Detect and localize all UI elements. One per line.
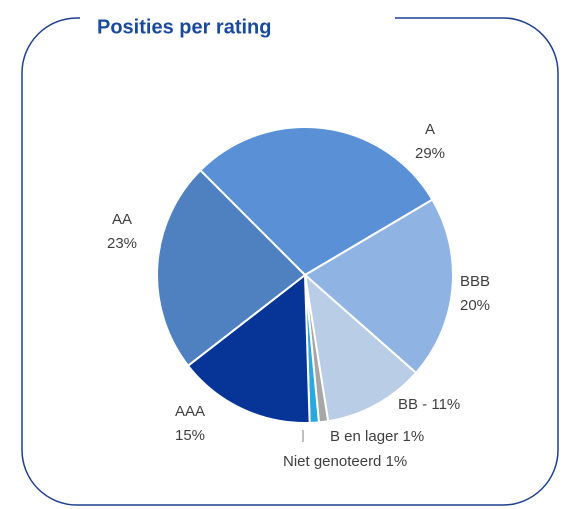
pie-slice xyxy=(303,198,454,375)
chart-title: Posities per rating xyxy=(97,16,272,38)
data-label: A xyxy=(425,121,435,138)
frame xyxy=(21,17,559,506)
pie-slice xyxy=(186,273,311,424)
pie-slice xyxy=(303,272,418,423)
data-label: AAA xyxy=(175,403,205,420)
data-label: 23% xyxy=(107,235,137,252)
data-label: 20% xyxy=(460,297,490,314)
pie-slice xyxy=(198,126,434,277)
data-label: 29% xyxy=(415,145,445,162)
pie-slice xyxy=(156,168,307,368)
data-label: BBB xyxy=(460,273,490,290)
data-label: 15% xyxy=(175,427,205,444)
data-label: B en lager 1% xyxy=(330,428,424,445)
data-label: Niet genoteerd 1% xyxy=(283,453,407,470)
data-label: AA xyxy=(112,211,132,228)
data-label: BB - 11% xyxy=(398,396,460,413)
